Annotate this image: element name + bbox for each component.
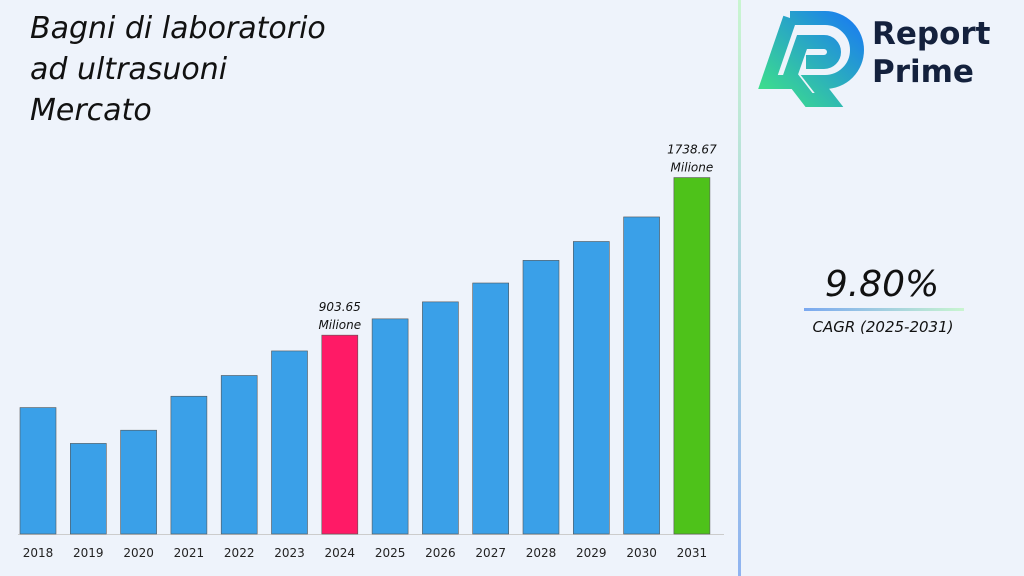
x-tick-label: 2019 (73, 546, 104, 560)
bar (220, 375, 258, 535)
bar (321, 334, 359, 535)
chart-title: ad ultrasuoni (30, 52, 228, 87)
x-tick-label: 2030 (626, 546, 657, 560)
bar (70, 443, 107, 535)
logo-mark (758, 11, 864, 107)
bar (271, 350, 308, 535)
cagr-value: 9.80% (825, 264, 939, 305)
x-tick-label: 2031 (677, 546, 708, 560)
chart-title: Mercato (30, 93, 152, 128)
bar (19, 407, 57, 535)
chart-title: Bagni di laboratorio (30, 11, 326, 46)
bar (422, 301, 459, 535)
bar (572, 241, 610, 535)
divider (738, 0, 741, 576)
x-tick-label: 2028 (526, 546, 557, 560)
value-unit: Milione (671, 161, 714, 175)
bar (472, 282, 510, 535)
x-tick-label: 2025 (375, 546, 406, 560)
x-tick-label: 2029 (576, 546, 607, 560)
x-tick-label: 2024 (325, 546, 356, 560)
value-unit: Milione (318, 318, 361, 332)
cagr-label: CAGR (2025-2031) (812, 318, 953, 336)
bar (170, 395, 208, 535)
underline (804, 308, 964, 311)
x-tick-label: 2022 (224, 546, 255, 560)
bar (623, 216, 660, 535)
bar (522, 260, 560, 535)
bar (371, 318, 409, 535)
x-tick-label: 2026 (425, 546, 456, 560)
value-label: 903.65 (319, 300, 361, 314)
bar (120, 429, 157, 535)
x-tick-label: 2027 (475, 546, 506, 560)
x-tick-label: 2018 (23, 546, 54, 560)
brand: Report (872, 16, 991, 52)
x-tick-label: 2023 (274, 546, 305, 560)
brand: Prime (872, 54, 974, 90)
value-label: 1738.67 (667, 143, 717, 157)
bar (673, 177, 711, 535)
x-tick-label: 2020 (123, 546, 154, 560)
x-tick-label: 2021 (174, 546, 205, 560)
